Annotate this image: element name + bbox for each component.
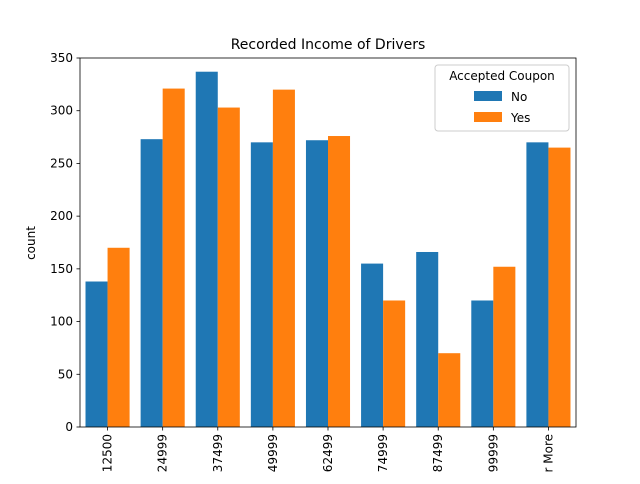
bar-yes-8 — [548, 147, 571, 428]
legend-swatch-no — [474, 91, 502, 101]
x-tick-label-5: 74999 — [376, 434, 390, 472]
bar-yes-7 — [493, 266, 516, 427]
legend-swatch-yes — [474, 112, 502, 122]
bar-no-4 — [305, 140, 328, 428]
x-axis: 12500 24999 37499 49999 62499 74999 87499 99999… — [101, 427, 555, 473]
legend-label-yes: Yes — [510, 111, 530, 125]
y-tick-label-100: 100 — [50, 315, 73, 329]
y-axis-label: count — [24, 226, 38, 260]
x-tick-label-8: r More — [541, 434, 555, 473]
bar-no-8 — [526, 142, 549, 427]
bar-no-6 — [416, 251, 439, 427]
bar-yes-0 — [107, 247, 130, 427]
bar-no-3 — [250, 142, 273, 427]
y-tick-label-200: 200 — [50, 209, 73, 223]
y-tick-label-0: 0 — [65, 420, 73, 434]
x-tick-label-6: 87499 — [431, 434, 445, 472]
y-tick-label-150: 150 — [50, 262, 73, 276]
y-tick-label-300: 300 — [50, 104, 73, 118]
bar-no-7 — [471, 300, 494, 427]
x-tick-label-4: 62499 — [321, 434, 335, 472]
y-tick-label-250: 250 — [50, 156, 73, 170]
legend-label-no: No — [511, 90, 527, 104]
x-tick-label-2: 37499 — [211, 434, 225, 472]
x-tick-label-1: 24999 — [156, 434, 170, 472]
bars — [85, 71, 571, 428]
y-tick-label-50: 50 — [58, 367, 73, 381]
axes-frame — [79, 57, 577, 428]
bar-yes-1 — [162, 88, 185, 427]
x-tick-label-7: 99999 — [486, 434, 500, 472]
legend: Accepted Coupon No Yes — [434, 64, 570, 132]
bar-yes-4 — [328, 136, 351, 427]
x-tick-label-0: 12500 — [101, 434, 115, 472]
bar-yes-5 — [383, 300, 406, 427]
chart-title: Recorded Income of Drivers — [231, 37, 426, 53]
legend-title: Accepted Coupon — [449, 69, 555, 83]
bar-no-0 — [85, 281, 108, 427]
bar-no-5 — [361, 263, 384, 427]
x-tick-label-3: 49999 — [266, 434, 280, 472]
bar-yes-6 — [438, 353, 461, 427]
bar-yes-3 — [272, 89, 295, 427]
y-tick-label-350: 350 — [50, 51, 73, 65]
y-axis: 0 50 100 150 200 250 300 350 — [50, 51, 80, 434]
bar-no-1 — [140, 139, 163, 427]
bar-yes-2 — [217, 107, 240, 428]
bar-no-2 — [195, 71, 218, 428]
